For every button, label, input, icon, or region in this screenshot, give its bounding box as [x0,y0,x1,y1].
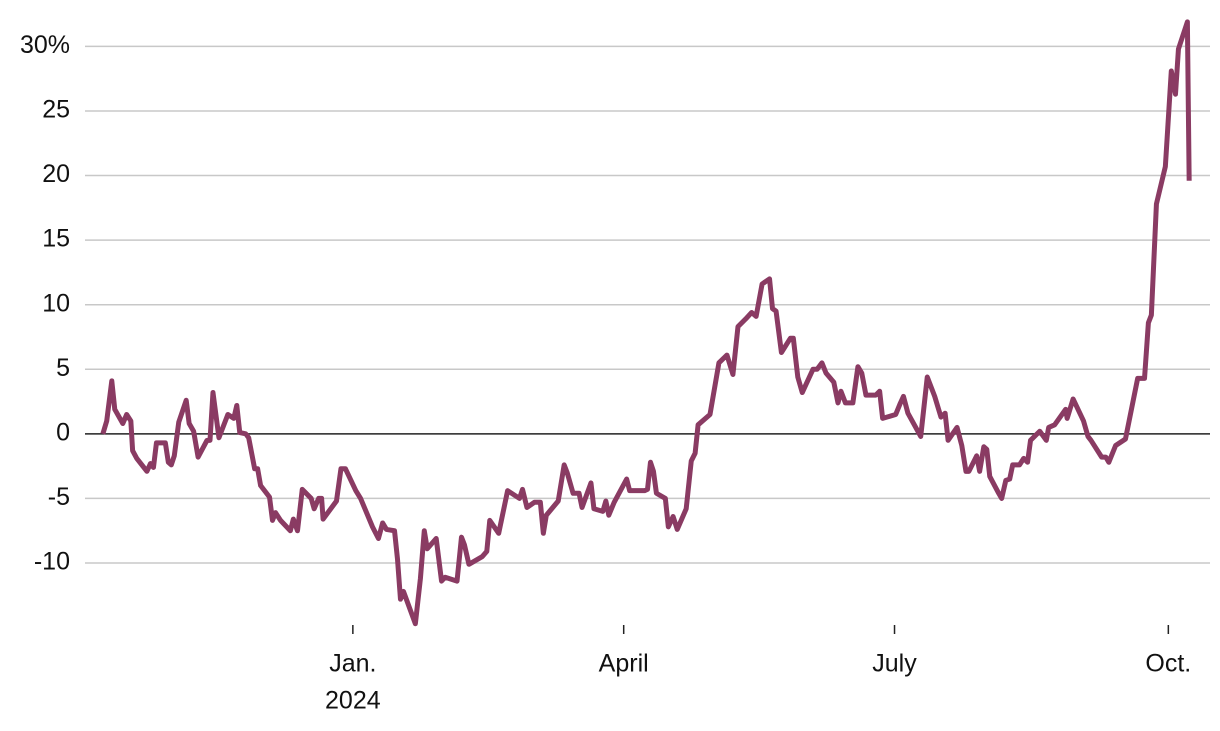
y-tick-label: 30% [20,31,70,59]
y-tick-label: 0 [56,418,70,446]
y-tick-label: 15 [42,225,70,253]
y-tick-label: -10 [34,548,70,576]
x-tick-label: July [872,650,917,678]
y-tick-label: 5 [56,354,70,382]
x-tick-label: Oct. [1145,650,1191,678]
x-year-label: 2024 [325,687,381,715]
x-tick-label: April [599,650,649,678]
y-tick-label: 20 [42,160,70,188]
y-tick-label: 10 [42,289,70,317]
series-line [100,19,1192,627]
x-tick-label: Jan. [329,650,376,678]
y-tick-label: 25 [42,96,70,124]
y-tick-label: -5 [48,483,70,511]
